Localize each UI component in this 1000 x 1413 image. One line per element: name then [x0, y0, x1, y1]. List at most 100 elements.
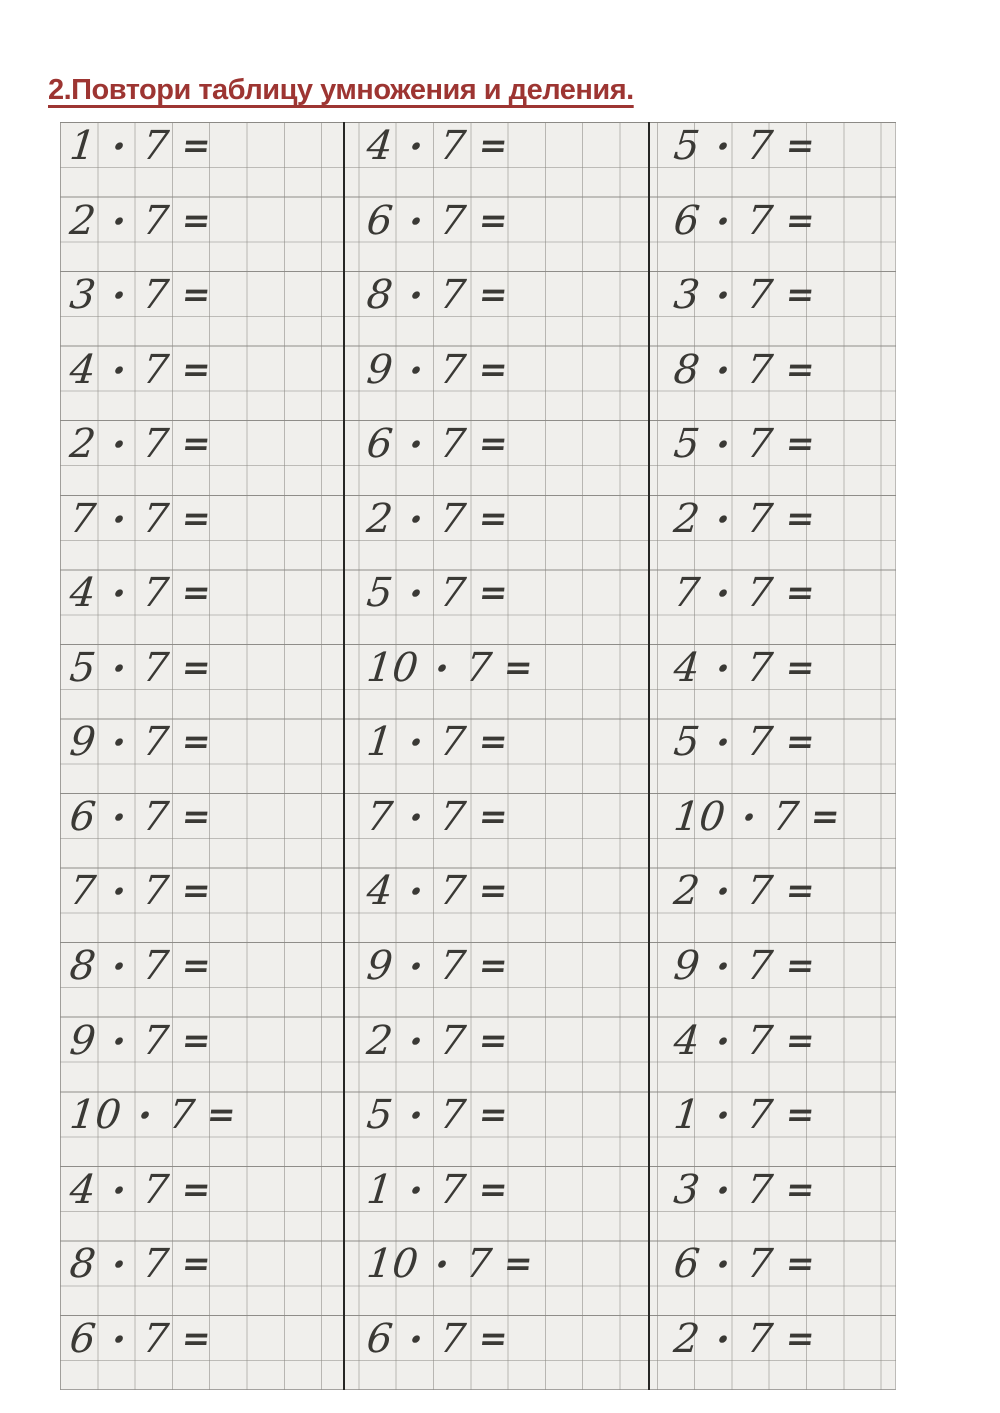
equation-column-1: 1 · 7 = 2 · 7 = 3 · 7 = 4 · 7 = 2 · 7 = 7 · 7 = 4 · 7 = 5 · 7 = 9 · 7 = 6 · 7 =…	[60, 122, 353, 1390]
equation-equals: =	[179, 871, 213, 912]
equation-row: 10 · 7 =	[68, 1091, 353, 1166]
equation-multiplier: 7	[438, 1092, 469, 1139]
equation-factor: 4	[671, 1017, 702, 1064]
equation-row: 5 · 7 =	[365, 569, 670, 644]
equation-dot: ·	[713, 421, 733, 469]
equation-row: 8 · 7 =	[365, 271, 670, 346]
equation-row: 6 · 7 =	[67, 1315, 353, 1390]
equation-multiplier: 7	[141, 346, 172, 393]
equation-equals: =	[179, 275, 213, 316]
equation-row: 1 · 7 =	[364, 718, 670, 793]
equation-row: 10 · 7 =	[365, 1240, 670, 1315]
equation-factor: 10	[364, 644, 421, 691]
equation-dot: ·	[406, 421, 426, 469]
equation-factor: 6	[364, 1315, 395, 1362]
equation-equals: =	[476, 573, 510, 614]
equation-row: 4 · 7 =	[671, 1017, 920, 1092]
equation-dot: ·	[432, 1241, 452, 1289]
equation-row: 2 · 7 =	[672, 1315, 920, 1390]
equation-factor: 9	[67, 1017, 98, 1064]
equation-dot: ·	[406, 1166, 426, 1214]
equation-multiplier: 7	[438, 868, 469, 915]
equation-equals: =	[783, 126, 817, 166]
equation-dot: ·	[109, 1241, 129, 1289]
equation-equals: =	[476, 126, 510, 166]
equation-multiplier: 7	[438, 123, 469, 169]
equation-row: 9 · 7 =	[67, 1017, 353, 1092]
equation-row: 4 · 7 =	[67, 569, 353, 644]
equation-factor: 7	[364, 793, 395, 840]
equation-equals: =	[476, 1095, 510, 1136]
equation-multiplier: 7	[745, 868, 776, 915]
equation-multiplier: 7	[438, 421, 469, 468]
equation-row: 8 · 7 =	[671, 346, 920, 421]
equation-factor: 4	[67, 570, 98, 617]
equation-multiplier: 7	[141, 1017, 172, 1064]
equation-factor: 6	[67, 1315, 98, 1362]
equation-row: 4 · 7 =	[67, 1166, 353, 1241]
equation-dot: ·	[406, 1017, 426, 1065]
equation-dot: ·	[109, 1315, 129, 1363]
equation-row: 2 · 7 =	[672, 495, 920, 570]
equation-row: 7 · 7 =	[364, 793, 670, 868]
equation-equals: =	[783, 275, 817, 316]
equation-dot: ·	[713, 644, 733, 692]
equation-equals: =	[783, 871, 817, 912]
equation-multiplier: 7	[141, 793, 172, 840]
equation-dot: ·	[406, 570, 426, 618]
equation-dot: ·	[109, 272, 129, 320]
equation-multiplier: 7	[745, 421, 776, 468]
equation-factor: 3	[67, 272, 98, 319]
equation-row: 4 · 7 =	[365, 867, 670, 942]
equation-multiplier: 7	[745, 1166, 776, 1213]
column-separator-line-2	[648, 122, 650, 1390]
equation-row: 1 · 7 =	[365, 1166, 670, 1241]
equation-multiplier: 7	[745, 346, 776, 393]
equation-dot: ·	[713, 197, 733, 245]
equation-row: 3 · 7 =	[671, 271, 920, 346]
equation-row: 2 · 7 =	[365, 1017, 670, 1092]
equation-multiplier: 7	[141, 719, 172, 766]
equation-equals: =	[476, 275, 510, 316]
equation-factor: 3	[671, 1166, 702, 1213]
equation-dot: ·	[109, 123, 129, 170]
equation-multiplier: 7	[745, 570, 776, 617]
equation-row: 8 · 7 =	[68, 942, 353, 1017]
equation-multiplier: 7	[141, 123, 172, 169]
equation-row: 4 · 7 =	[68, 346, 353, 421]
equation-factor: 10	[671, 793, 728, 840]
equation-multiplier: 7	[745, 719, 776, 766]
equation-factor: 3	[671, 272, 702, 319]
equation-factor: 2	[67, 421, 98, 468]
equation-multiplier: 7	[745, 495, 776, 542]
equation-factor: 6	[671, 197, 702, 244]
equation-row: 3 · 7 =	[67, 271, 353, 346]
equation-multiplier: 7	[438, 272, 469, 319]
equation-equals: =	[783, 498, 817, 539]
equation-equals: =	[476, 1020, 510, 1061]
equation-dot: ·	[109, 719, 129, 767]
equation-factor: 5	[671, 123, 702, 169]
equation-equals: =	[179, 498, 213, 539]
equation-row: 4 · 7 =	[672, 644, 920, 719]
equation-dot: ·	[713, 495, 733, 543]
equation-multiplier: 7	[141, 644, 172, 691]
equation-multiplier: 7	[141, 570, 172, 617]
equation-row: 2 · 7 =	[365, 495, 670, 570]
equation-factor: 4	[67, 1166, 98, 1213]
equation-multiplier: 7	[745, 1092, 776, 1139]
equation-factor: 1	[364, 719, 395, 766]
equation-multiplier: 7	[141, 197, 172, 244]
equation-factor: 9	[364, 346, 395, 393]
equation-equals: =	[179, 1169, 213, 1210]
equation-factor: 7	[671, 570, 702, 617]
equation-row: 7 · 7 =	[68, 495, 353, 570]
equation-row: 5 · 7 =	[672, 420, 920, 495]
equation-row: 7 · 7 =	[68, 867, 353, 942]
equation-factor: 6	[364, 421, 395, 468]
equation-dot: ·	[109, 644, 129, 692]
equation-row: 9 · 7 =	[68, 718, 353, 793]
equation-factor: 8	[671, 346, 702, 393]
equation-equals: =	[476, 946, 510, 987]
equation-equals: =	[783, 1318, 817, 1359]
